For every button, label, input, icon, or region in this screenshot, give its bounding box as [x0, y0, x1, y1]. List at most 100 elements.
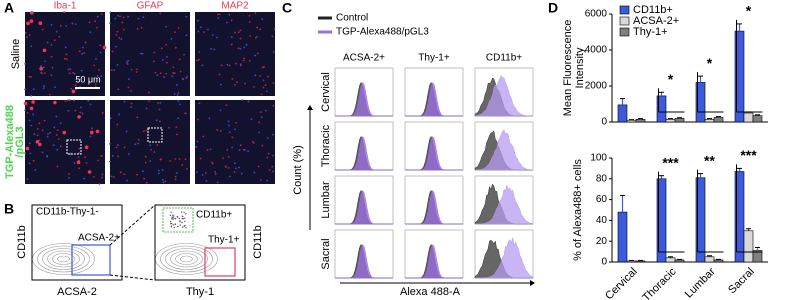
cell-dot	[109, 22, 112, 24]
cell-dot	[32, 113, 35, 116]
cell-dot	[130, 106, 133, 108]
cell-dot	[237, 47, 240, 50]
legend-label: CD11b+	[633, 4, 673, 16]
cell-dot	[234, 31, 236, 34]
cell-dot	[169, 160, 172, 162]
micrograph	[195, 12, 275, 96]
cell-dot	[209, 148, 212, 151]
cell-dot	[122, 16, 125, 19]
cell-dot	[176, 94, 179, 96]
axis-label: Alexa 488-A	[400, 286, 461, 298]
cell-dot	[101, 111, 104, 114]
cell-dot	[174, 46, 177, 49]
cell-dot	[100, 13, 103, 16]
microglia	[29, 10, 34, 15]
cell-dot	[218, 13, 221, 16]
cell-dot	[38, 139, 41, 142]
cell-dot	[265, 109, 267, 112]
cell-dot	[142, 130, 145, 133]
cell-dot	[30, 94, 33, 97]
cell-dot	[259, 28, 261, 31]
bar	[665, 119, 676, 123]
cell-dot	[181, 78, 184, 80]
cell-dot	[165, 43, 167, 46]
cell-dot	[127, 153, 130, 155]
cell-dot	[248, 59, 251, 62]
cell-dot	[259, 111, 262, 114]
cell-dot	[67, 68, 70, 71]
event	[185, 227, 187, 229]
cell-dot	[197, 58, 200, 61]
cell-dot	[119, 171, 122, 174]
cell-dot	[175, 126, 178, 128]
event	[172, 214, 174, 216]
cell-dot	[116, 63, 119, 66]
cell-dot	[207, 28, 209, 31]
cell-dot	[237, 31, 240, 33]
x-tick-label: Cervical	[603, 266, 640, 300]
row-label: Cervical	[320, 72, 332, 112]
cell-dot	[24, 109, 26, 112]
cell-dot	[258, 121, 261, 124]
cell-dot	[65, 58, 68, 61]
bar	[713, 117, 724, 123]
cell-dot	[218, 73, 221, 76]
cell-dot	[143, 177, 145, 180]
cell-dot	[97, 68, 100, 71]
cell-dot	[198, 102, 201, 105]
cell-dot	[177, 91, 180, 94]
cell-dot	[100, 75, 103, 78]
cell-dot	[228, 131, 231, 134]
cell-dot	[141, 52, 144, 55]
cell-dot	[24, 62, 27, 65]
cell-dot	[175, 172, 178, 175]
cell-dot	[85, 161, 88, 164]
cell-dot	[117, 88, 120, 91]
legend-label: TGP-Alexa488/pGL3	[336, 27, 429, 38]
cell-dot	[206, 149, 209, 151]
cell-dot	[30, 45, 33, 48]
contour	[175, 253, 198, 265]
cell-dot	[118, 36, 121, 39]
cell-dot	[156, 74, 159, 76]
cell-dot	[56, 129, 59, 132]
cell-dot	[254, 74, 257, 77]
cell-dot	[261, 144, 264, 147]
cell-dot	[177, 100, 180, 103]
cell-dot	[235, 62, 238, 65]
cell-dot	[28, 34, 31, 36]
cell-dot	[136, 68, 138, 71]
cell-dot	[174, 31, 176, 34]
gate	[204, 247, 236, 277]
cell-dot	[111, 154, 114, 157]
y-tick-label: 80	[596, 173, 608, 184]
cell-dot	[238, 149, 241, 151]
microglia	[39, 66, 43, 71]
cell-dot	[99, 51, 102, 54]
cell-dot	[196, 171, 198, 174]
cell-dot	[172, 66, 175, 69]
microglia	[71, 89, 76, 94]
cell-dot	[157, 172, 160, 175]
cell-dot	[228, 13, 231, 16]
cell-dot	[123, 100, 126, 103]
cell-dot	[216, 36, 218, 39]
significance: ***	[740, 147, 757, 163]
cell-dot	[272, 82, 275, 84]
cell-dot	[159, 102, 162, 104]
cell-dot	[148, 100, 151, 103]
cell-dot	[134, 143, 137, 146]
cell-dot	[213, 48, 216, 51]
cell-dot	[116, 144, 119, 146]
cell-dot	[82, 46, 84, 49]
cell-dot	[69, 68, 72, 70]
cell-dot	[273, 28, 276, 31]
column-header: GFAP	[137, 1, 164, 12]
cell-dot	[214, 170, 216, 173]
cell-dot	[56, 165, 59, 168]
cell-dot	[96, 15, 99, 18]
cell-dot	[162, 59, 164, 61]
contour	[57, 255, 70, 263]
event	[181, 215, 184, 218]
cell-dot	[260, 93, 263, 96]
